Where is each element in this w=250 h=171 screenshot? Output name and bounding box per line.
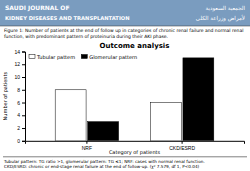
y-tick-label: 12 xyxy=(14,61,20,67)
legend-item: Glomerular pattern xyxy=(81,54,137,61)
x-axis-line xyxy=(26,141,245,144)
y-tick-label: 14 xyxy=(14,49,20,55)
y-tick: 2 xyxy=(17,125,25,131)
y-axis-line xyxy=(22,52,26,141)
header-separator xyxy=(0,26,250,27)
y-tick-label: 6 xyxy=(17,100,20,106)
header-band xyxy=(0,0,250,26)
caption-line: Figure 1: Number of patients at the end … xyxy=(4,28,243,33)
y-tick-label: 10 xyxy=(14,74,20,80)
bar xyxy=(88,122,119,141)
header-text: SAUDI JOURNAL OF xyxy=(5,4,70,12)
header-arabic: لأمراض وزراعة الكلى xyxy=(196,14,245,22)
chart: SAUDI JOURNAL OF KIDNEY DISEASES AND TRAN… xyxy=(0,0,250,171)
legend-swatch xyxy=(81,55,87,59)
caption-line: function, with predominant pattern of pr… xyxy=(4,34,168,39)
y-tick: 8 xyxy=(17,87,25,93)
bar xyxy=(183,58,214,141)
legend-swatch xyxy=(29,55,35,59)
y-tick-line xyxy=(22,52,25,53)
y-tick-line xyxy=(22,64,25,65)
y-axis: 0 2 4 6 8 10 12 14 xyxy=(14,49,25,144)
y-tick: 12 xyxy=(14,61,25,67)
legend-label: Tubular pattern xyxy=(36,54,75,61)
footer-separator xyxy=(3,156,247,157)
y-tick: 10 xyxy=(14,74,25,80)
y-tick-line xyxy=(22,103,25,104)
y-tick-line xyxy=(22,128,25,129)
x-tick-line xyxy=(86,141,87,144)
y-tick-line xyxy=(22,141,25,142)
y-tick-label: 2 xyxy=(17,125,20,131)
x-tick: NRF xyxy=(82,141,92,151)
legend: Tubular pattern Glomerular pattern xyxy=(29,54,137,61)
y-label: Number of patients xyxy=(2,72,9,121)
y-tick-label: 4 xyxy=(17,112,20,118)
y-tick: 14 xyxy=(14,49,25,55)
bar xyxy=(55,90,86,141)
x-tick: CKD/ESRD xyxy=(169,141,195,151)
bars xyxy=(55,58,214,141)
y-tick-label: 0 xyxy=(17,138,20,144)
y-tick-line xyxy=(22,77,25,78)
y-tick: 6 xyxy=(17,100,25,106)
y-tick-line xyxy=(22,115,25,116)
header-text: KIDNEY DISEASES AND TRANSPLANTATION xyxy=(5,15,130,21)
x-tick-line xyxy=(182,141,183,144)
header: SAUDI JOURNAL OF KIDNEY DISEASES AND TRAN… xyxy=(0,0,250,26)
footer-text: CKD/ESRD: chronic or end-stage renal fai… xyxy=(4,164,200,169)
x-label: Category of patients xyxy=(109,149,161,156)
x-tick-label: NRF xyxy=(82,145,92,151)
y-tick-line xyxy=(22,90,25,91)
caption: Figure 1: Number of patients at the end … xyxy=(4,28,243,39)
y-tick: 0 xyxy=(17,138,25,144)
footer: Tubular pattern: TG ratio >1, glomerular… xyxy=(3,157,247,169)
legend-label: Glomerular pattern xyxy=(89,54,137,61)
footer-text-line: CKD/ESRD: chronic or end-stage renal fai… xyxy=(4,164,200,169)
title: Outcome analysis xyxy=(100,42,170,50)
legend-item: Tubular pattern xyxy=(29,54,75,61)
header-arabic: الجمعية السعودية xyxy=(206,5,246,12)
y-tick-label: 8 xyxy=(17,87,20,93)
x-tick-label: CKD/ESRD xyxy=(169,145,195,151)
bar xyxy=(150,103,181,141)
y-tick: 4 xyxy=(17,112,25,118)
